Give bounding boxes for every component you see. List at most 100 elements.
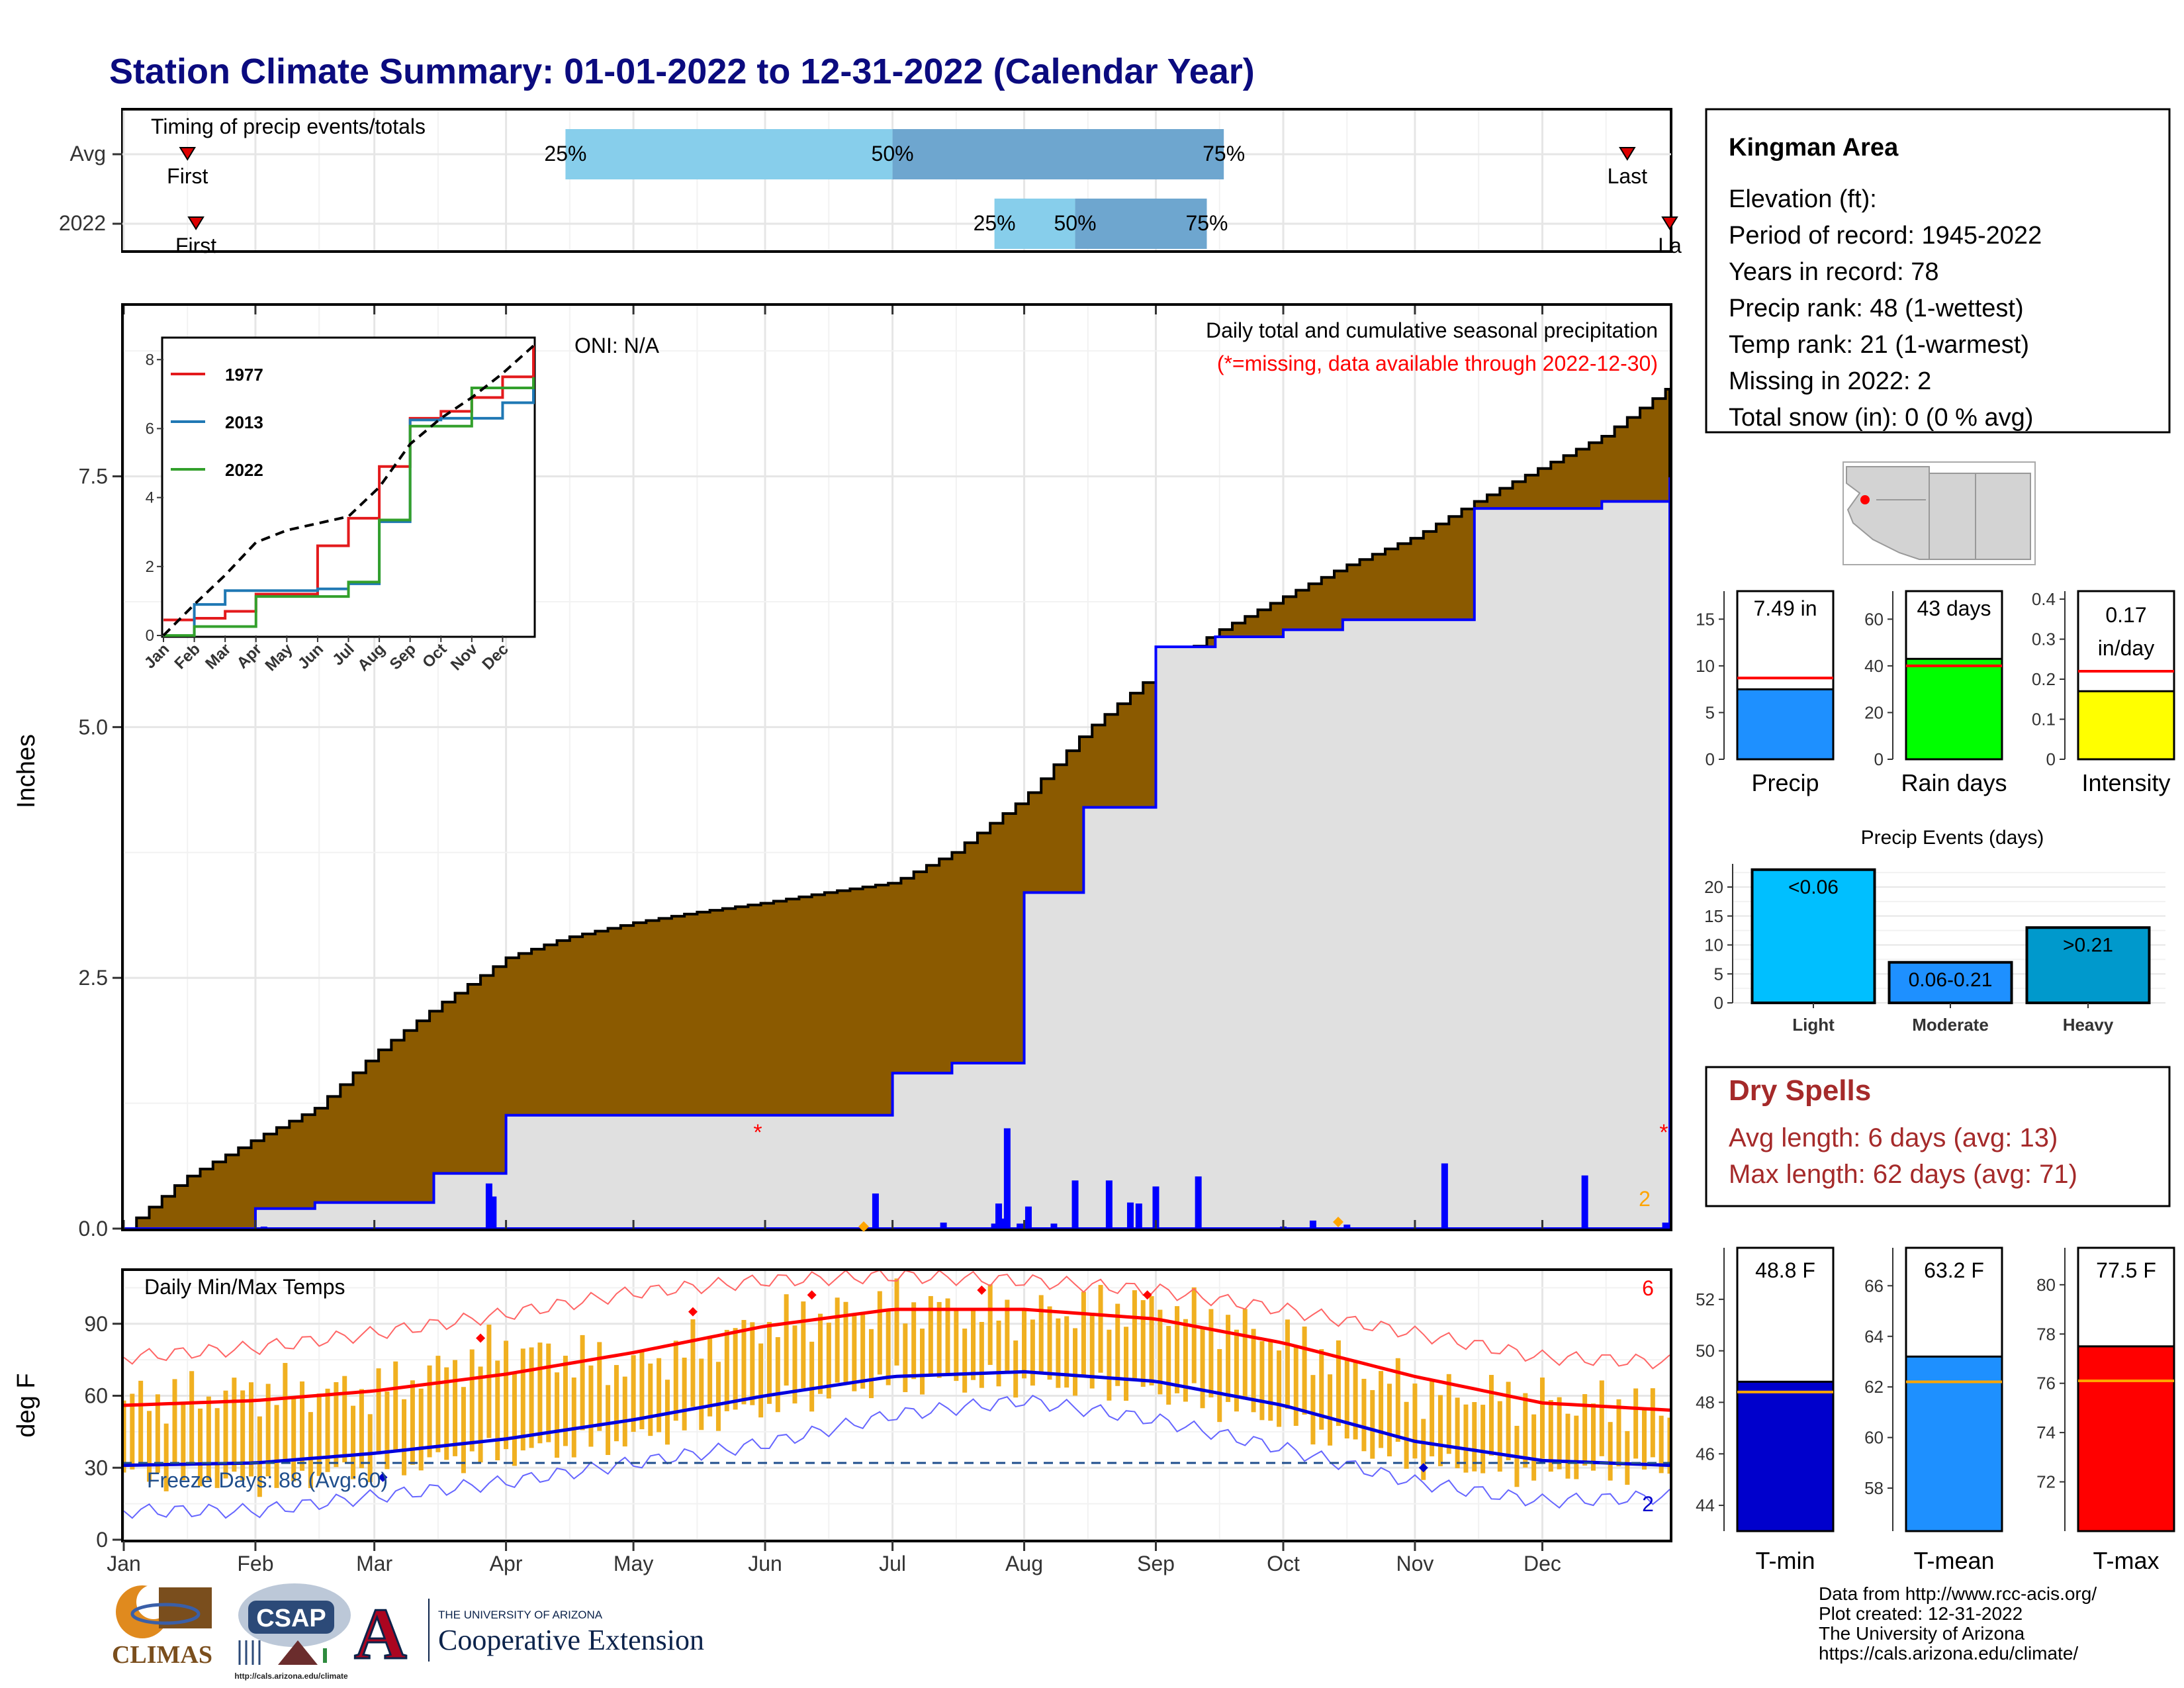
daily-temp-range-bar [385,1391,390,1470]
events-bar-label: 0.06-0.21 [1909,969,1993,991]
daily-temp-range-bar [1073,1328,1078,1396]
mini-bar-value-label-2: in/day [2098,636,2154,660]
daily-temp-range-bar [1548,1400,1553,1472]
daily-temp-range-bar [826,1323,831,1399]
record-high-marker [688,1307,698,1317]
daily-temp-range-bar [402,1399,407,1476]
csap-logo-text: CSAP [256,1605,326,1632]
events-ytick-label: 0 [1714,993,1723,1013]
mini-bar-tick-label: 10 [1696,656,1715,676]
daily-temp-range-bar [461,1387,466,1474]
daily-temp-range-bar [1242,1309,1248,1400]
temp-ytick-label: 30 [84,1456,108,1479]
daily-temp-range-bar [1277,1350,1282,1427]
inset-legend: 1977 2013 2022 [171,365,263,480]
ua-extension-logo: A THE UNIVERSITY OF ARIZONA Cooperative … [353,1593,704,1675]
daily-temp-range-bar [410,1380,415,1465]
daily-temp-range-bar [1200,1328,1205,1409]
daily-temp-range-bar [325,1388,330,1472]
record-max-line [123,1269,1670,1370]
temp-bar-value-label: 77.5 F [2096,1258,2156,1282]
temp-ylabel: deg F [13,1373,40,1437]
daily-temp-range-bar [359,1389,364,1468]
daily-temp-range-bar [1361,1378,1367,1452]
temp-bar-t-max: 72 74 76 78 80 77.5 F T-max [2036,1246,2175,1574]
daily-temp-range-bar [1395,1358,1400,1442]
daily-temp-range-bar [418,1388,424,1471]
daily-temp-range-bar [707,1336,713,1417]
daily-precip-bar [872,1193,879,1229]
inset-ytick-label: 0 [146,627,154,645]
daily-temp-range-bar [1488,1375,1494,1456]
daily-temp-range-bar [427,1365,432,1458]
inset-ytick-label: 6 [146,420,154,438]
daily-temp-range-bar [673,1340,678,1421]
timing-avg-first-label: First [167,164,208,188]
daily-temp-range-bar [546,1343,551,1442]
temp-bar-tick-label: 74 [2036,1423,2056,1442]
mini-bar-category-label: Precip [1751,769,1819,796]
dry-spells-box: Dry Spells Avg length: 6 days (avg: 13) … [1705,1066,2171,1207]
temp-ytick-label: 0 [96,1528,108,1552]
record-high-marker [977,1286,987,1295]
temp-bar-tick-label: 72 [2036,1472,2056,1492]
daily-temp-range-bar [1166,1326,1171,1405]
daily-temp-range-bar [130,1393,135,1470]
precip-ytick-label: 0.0 [79,1217,108,1241]
daily-temp-range-bar [478,1366,483,1463]
temp-caption: Daily Min/Max Temps [144,1275,345,1299]
daily-precip-bar [1105,1180,1113,1229]
daily-temp-range-bar [138,1380,144,1463]
mini-bar-tick-label: 0.4 [2032,589,2056,609]
daily-temp-range-bar [996,1321,1001,1387]
daily-temp-range-bar [444,1367,449,1460]
event-diamond-jun [858,1221,869,1232]
daily-temp-range-bar [622,1376,627,1447]
daily-temp-range-bar [1531,1414,1537,1481]
daily-temp-range-bar [1430,1379,1435,1457]
daily-temp-range-bar [376,1368,381,1455]
daily-temp-range-bar [852,1315,857,1391]
daily-temp-range-bar [1107,1329,1112,1401]
daily-temp-range-bar [971,1308,976,1380]
missing-count: 2 [1639,1187,1651,1211]
daily-temp-range-bar [758,1343,764,1418]
daily-temp-range-bar [1379,1371,1384,1448]
mini-bar-tick-label: 20 [1864,702,1884,722]
daily-precip-bar [1152,1186,1160,1229]
daily-temp-range-bar [257,1416,262,1497]
events-bar-label: >0.21 [2063,934,2113,956]
freeze-days-label: Freeze Days: 88 (Avg:60) [147,1468,388,1492]
daily-precip-bar [1071,1180,1079,1229]
daily-temp-range-bar [775,1336,780,1413]
daily-temp-range-bar [453,1360,458,1456]
daily-temp-range-bar [843,1301,848,1385]
footer-line-1: Data from http://www.rcc-acis.org/ [1819,1583,2097,1604]
inset-legend-1977: 1977 [225,365,263,385]
daily-precip-bar [1441,1163,1448,1229]
daily-temp-range-bar [639,1351,645,1430]
daily-precip-bar [1017,1223,1024,1229]
daily-temp-range-bar [283,1362,288,1462]
daily-temp-range-bar [1472,1402,1477,1472]
daily-temp-range-bar [189,1371,195,1463]
daily-temp-range-bar [868,1329,874,1399]
daily-temp-range-bar [1539,1377,1545,1459]
daily-temp-range-bar [1217,1349,1222,1423]
daily-precip-bar [999,1218,1007,1229]
locator-map [1843,461,2036,565]
page-title: Station Climate Summary: 01-01-2022 to 1… [109,52,1255,91]
missing-marker-dec: * [1659,1120,1668,1145]
daily-temp-range-bar [393,1361,398,1452]
climas-logo-text: CLIMAS [112,1641,212,1669]
temp-bar-value-label: 48.8 F [1755,1258,1815,1282]
daily-temp-range-bar [987,1284,993,1365]
temp-bar-tick-label: 52 [1696,1289,1715,1309]
daily-temp-range-bar [928,1295,933,1375]
temp-bar-tick-label: 80 [2036,1275,2056,1295]
ua-logo-small: THE UNIVERSITY OF ARIZONA [438,1609,603,1621]
daily-temp-range-bar [232,1378,237,1472]
daily-temp-range-bar [1370,1389,1375,1459]
daily-temp-range-bar [1344,1360,1349,1438]
